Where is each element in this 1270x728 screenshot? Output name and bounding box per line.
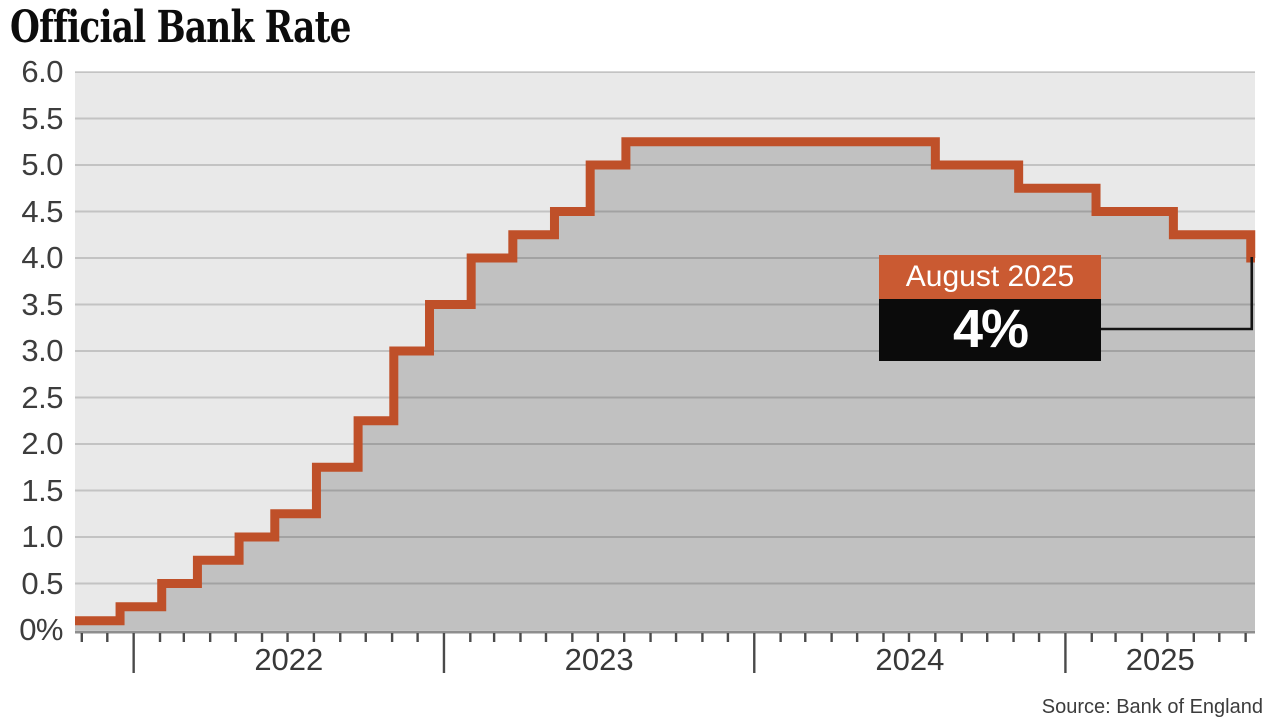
- callout-connector-line: [1101, 257, 1254, 331]
- x-year-label: 2022: [254, 642, 324, 677]
- y-tick-label: 4.0: [21, 240, 63, 275]
- y-tick-label: 0.5: [21, 565, 63, 601]
- y-tick-label: 6.0: [21, 54, 63, 89]
- rate-callout: August 2025 4%: [879, 255, 1101, 361]
- y-tick-label: 0%: [19, 612, 63, 647]
- rate-step-line: [75, 137, 1256, 626]
- callout-rate-value: 4%: [879, 299, 1101, 361]
- chart-title: Official Bank Rate: [10, 2, 352, 53]
- y-tick-label: 3.0: [21, 333, 63, 368]
- x-year-label: 2025: [1125, 642, 1195, 677]
- y-tick-label: 2.5: [21, 379, 63, 415]
- callout-date-label: August 2025: [879, 255, 1101, 299]
- y-tick-label: 2.0: [21, 426, 63, 461]
- y-tick-label: 1.0: [21, 519, 63, 554]
- source-attribution: Source: Bank of England: [1041, 696, 1263, 718]
- y-tick-label: 5.5: [21, 100, 63, 136]
- x-year-label: 2024: [875, 642, 945, 677]
- x-year-label: 2023: [564, 642, 634, 677]
- y-tick-label: 4.5: [21, 193, 63, 229]
- y-tick-label: 3.5: [21, 286, 63, 322]
- y-tick-label: 5.0: [21, 147, 63, 182]
- y-tick-label: 1.5: [21, 472, 63, 508]
